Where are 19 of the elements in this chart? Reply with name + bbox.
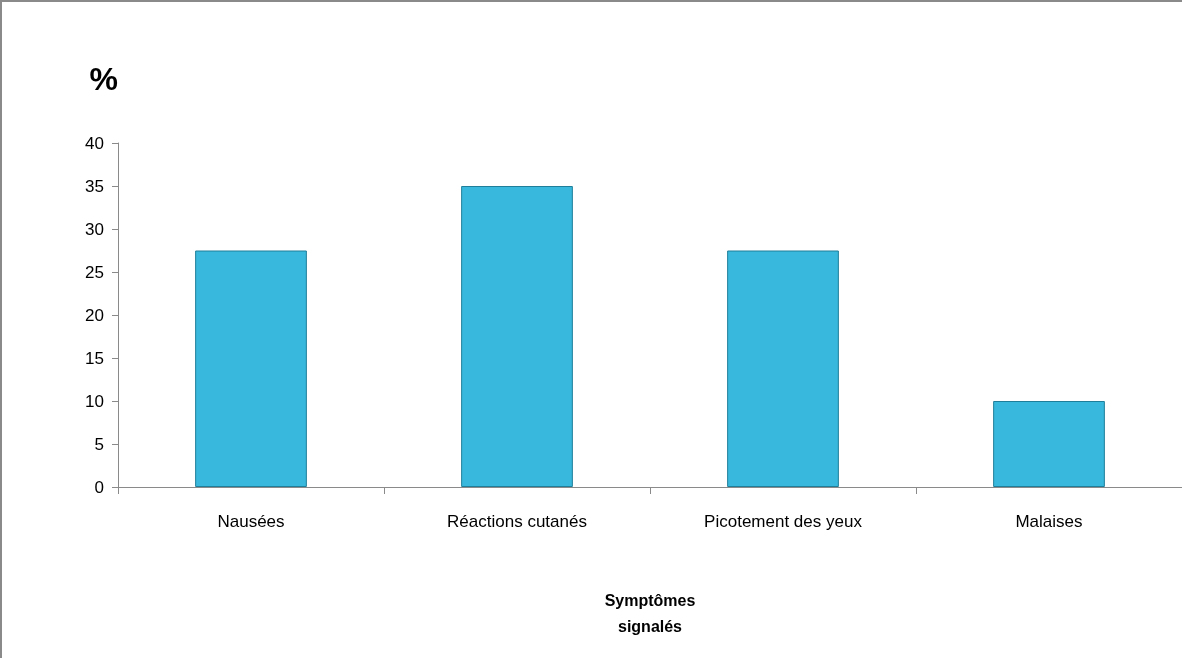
x-tick-label: Nausées [217, 512, 285, 531]
bar [993, 401, 1105, 487]
y-tick-label: 20 [85, 305, 104, 325]
x-axis-title: Symptômes signalés [604, 591, 696, 635]
y-tick-label: 25 [85, 262, 104, 282]
y-axis-title: % [89, 61, 118, 97]
y-tick-label: 35 [85, 176, 104, 196]
bar [195, 250, 307, 487]
x-tick-label: Réactions cutanés [447, 512, 587, 531]
y-tick-label: 5 [94, 434, 104, 454]
y-tick-label: 40 [85, 133, 104, 153]
x-tick-label: Picotement des yeux [704, 512, 863, 531]
y-tick-label: 30 [85, 219, 104, 239]
y-tick-label: 0 [94, 477, 104, 497]
bar [727, 250, 839, 487]
y-tick-label: 15 [85, 348, 104, 368]
bar [461, 186, 573, 487]
x-tick-label: Malaises [1015, 512, 1083, 531]
y-tick-label: 10 [85, 391, 104, 411]
